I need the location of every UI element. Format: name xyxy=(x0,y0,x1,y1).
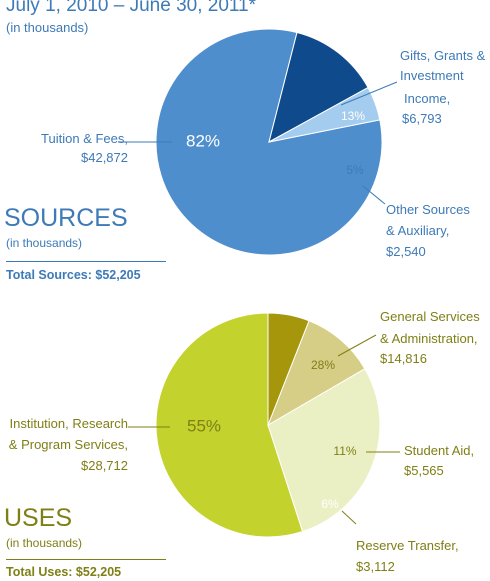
label-tuition-line1: Tuition & Fees, xyxy=(41,131,128,146)
sources-subtitle: (in thousands) xyxy=(6,236,83,250)
label-institution-line3: $28,712 xyxy=(81,458,128,473)
label-student-line2: $5,565 xyxy=(404,463,444,478)
label-general-line3: $14,816 xyxy=(380,351,427,366)
label-institution-line1: Institution, Research xyxy=(9,416,128,431)
report-period-subtitle: (in thousands) xyxy=(6,20,89,35)
label-general-line1: General Services xyxy=(380,309,480,324)
uses-title: USES xyxy=(4,504,73,532)
sources-total: Total Sources: $52,205 xyxy=(6,268,141,282)
label-other-line2: & Auxiliary, xyxy=(386,223,450,238)
report-period-title: July 1, 2010 – June 30, 2011* xyxy=(6,0,257,16)
uses-subtitle: (in thousands) xyxy=(6,536,83,550)
percent-label-other: 5% xyxy=(346,163,364,177)
leader-line-general xyxy=(337,334,377,357)
uses-divider xyxy=(6,559,166,560)
label-other-line1: Other Sources xyxy=(386,202,470,217)
label-reserve-line2: $3,112 xyxy=(356,559,395,574)
leader-line-other xyxy=(362,185,386,205)
percent-label-general: 28% xyxy=(311,358,335,372)
pie-slice-general xyxy=(267,368,381,533)
percent-label-reserve: 6% xyxy=(321,497,339,511)
percent-label-institution: 55% xyxy=(187,416,221,435)
label-general-line2: & Administration, xyxy=(380,331,478,346)
label-student-line1: Student Aid, xyxy=(404,443,475,458)
percent-label-student: 11% xyxy=(333,444,356,458)
label-institution-line2: & Program Services, xyxy=(8,437,128,452)
percent-label-tuition: 82% xyxy=(186,131,220,150)
sources-divider xyxy=(6,261,166,262)
pie-slice-gifts xyxy=(268,31,369,143)
label-reserve-line1: Reserve Transfer, xyxy=(356,538,459,553)
pie-slice-other xyxy=(268,86,381,143)
sources-title: SOURCES xyxy=(4,204,128,232)
pie-slice-student xyxy=(267,320,366,427)
label-other-line3: $2,540 xyxy=(386,244,426,259)
pie-slice-institution xyxy=(155,312,304,538)
pie-slice-reserve xyxy=(267,312,310,426)
leader-line-reserve xyxy=(341,510,357,525)
label-tuition-line2: $42,872 xyxy=(81,150,128,165)
label-gifts-line1: Gifts, Grants & xyxy=(400,48,486,63)
label-gifts-line3: Income, xyxy=(404,91,451,106)
leader-line-gifts xyxy=(340,81,398,106)
label-gifts-line2: Investment xyxy=(400,68,464,83)
uses-total: Total Uses: $52,205 xyxy=(6,565,122,579)
label-gifts-line4: $6,793 xyxy=(402,111,442,126)
percent-label-gifts: 13% xyxy=(341,109,365,123)
